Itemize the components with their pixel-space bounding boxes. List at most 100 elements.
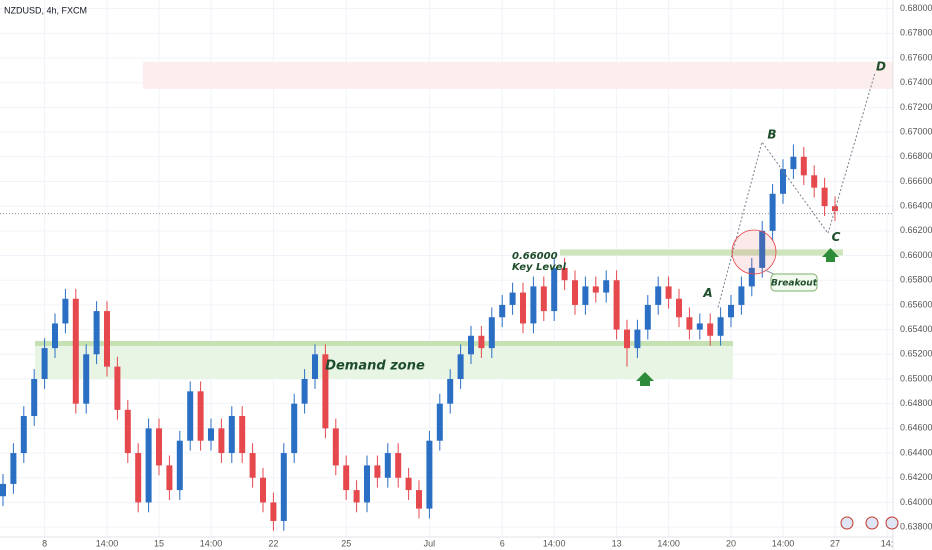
breakout-label: Breakout: [771, 279, 818, 289]
candle-body: [72, 298, 79, 404]
candle-body: [634, 329, 641, 349]
x-tick-label: 15: [154, 538, 164, 548]
flag-icon: [885, 516, 899, 530]
zone: [560, 249, 843, 256]
flag-icon: [840, 516, 854, 530]
y-tick-label: 0.66200: [900, 225, 932, 235]
candle-body: [93, 311, 100, 355]
candle-body: [384, 453, 391, 478]
candle-body: [31, 378, 38, 417]
candle-body: [166, 465, 173, 491]
candle-body: [592, 286, 599, 293]
candle-body: [478, 335, 485, 349]
candle-body: [790, 156, 797, 170]
x-tick-label: 14:00: [657, 538, 680, 548]
candle-body: [332, 428, 339, 466]
candle-body: [395, 453, 402, 478]
candle-body: [301, 378, 308, 404]
candle-body: [769, 193, 776, 231]
breakout-box: [770, 273, 818, 292]
candle-body: [468, 335, 474, 355]
x-tick-label: 22: [268, 538, 278, 548]
pattern-point-label: D: [876, 59, 886, 73]
candle-body: [520, 292, 526, 324]
candle-body: [572, 280, 578, 305]
candle-body: [343, 465, 350, 491]
y-tick-label: 0.64600: [900, 423, 932, 433]
candle-body: [811, 175, 818, 188]
breakout-circle: [731, 229, 777, 275]
candle-body: [509, 292, 516, 305]
candle-body: [644, 304, 651, 330]
candle-body: [52, 323, 58, 349]
candle-body: [624, 329, 630, 349]
x-tick-label: 14:00: [200, 538, 223, 548]
x-tick-label: 8: [42, 538, 47, 548]
x-tick-label: 14:00: [543, 538, 566, 548]
candle-body: [655, 286, 662, 305]
y-tick-label: 0.63800: [900, 521, 932, 531]
candle-body: [426, 440, 433, 509]
candle-body: [551, 267, 558, 312]
mark-layer: [0, 72, 876, 531]
candle-body: [780, 169, 786, 194]
candle-body: [540, 286, 547, 312]
y-tick-label: 0.67600: [900, 52, 932, 62]
candle-body: [239, 416, 246, 454]
candle-body: [800, 156, 807, 176]
candle-body: [353, 490, 360, 503]
candle-body: [322, 354, 329, 429]
zone: [35, 341, 733, 379]
y-tick-label: 0.64200: [900, 472, 932, 482]
candle-body: [582, 286, 589, 305]
candle-body: [416, 490, 422, 509]
x-tick-label: 6: [500, 538, 505, 548]
up-arrow: [636, 372, 654, 386]
y-tick-label: 0.66600: [900, 176, 932, 186]
x-tick-label: 20: [726, 538, 736, 548]
key-level-label: Key Level: [512, 262, 566, 273]
candle-body: [759, 230, 766, 268]
candle-body: [364, 465, 370, 503]
candle-body: [218, 428, 225, 454]
candle-body: [488, 317, 495, 349]
candle-body: [62, 298, 69, 324]
candle-body: [686, 317, 693, 330]
y-tick-label: 0.66000: [900, 250, 932, 260]
candle-body: [436, 403, 443, 441]
candle-body: [603, 280, 610, 293]
y-tick-label: 0.66800: [900, 151, 932, 161]
x-tick-label: Jul: [424, 538, 436, 548]
x-tick-label: 13: [612, 538, 622, 548]
y-tick-label: 0.67200: [900, 102, 932, 112]
y-tick-label: 0.67800: [900, 28, 932, 38]
y-tick-label: 0.64000: [900, 497, 932, 507]
x-tick-label: 25: [341, 538, 351, 548]
key-level-value: 0.66000: [512, 251, 558, 262]
candle-body: [665, 286, 672, 299]
candle-body: [114, 366, 121, 410]
candle-body: [135, 453, 142, 503]
flag-icon: [865, 516, 879, 530]
candle-body: [41, 348, 48, 379]
candle-body: [405, 477, 412, 491]
candle-body: [821, 187, 828, 207]
candle-body: [145, 428, 152, 503]
candle-body: [10, 453, 17, 484]
candle-body: [104, 311, 110, 367]
candle-body: [530, 286, 537, 324]
candle-body: [0, 483, 6, 497]
candle-body: [280, 453, 287, 521]
y-tick-label: 0.67400: [900, 77, 932, 87]
candle-body: [228, 416, 235, 454]
chart-title: NZDUSD, 4h, FXCM: [4, 5, 87, 15]
candle-body: [748, 267, 755, 287]
y-tick-label: 0.65400: [900, 324, 932, 334]
y-tick-label: 0.65600: [900, 299, 932, 309]
x-tick-label: 14:: [881, 538, 894, 548]
up-arrow: [822, 248, 839, 262]
zone: [143, 61, 893, 89]
y-tick-label: 0.64800: [900, 398, 932, 408]
candle-body: [447, 378, 454, 404]
